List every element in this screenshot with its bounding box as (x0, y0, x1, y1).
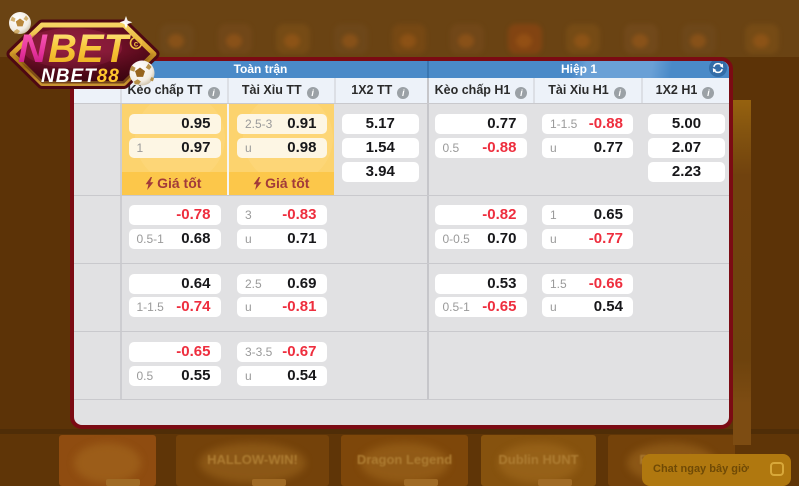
svg-text:BET: BET (48, 27, 132, 71)
svg-text:c: c (134, 40, 139, 49)
svg-text:NBET88: NBET88 (41, 66, 120, 87)
svg-text:N: N (18, 27, 48, 71)
